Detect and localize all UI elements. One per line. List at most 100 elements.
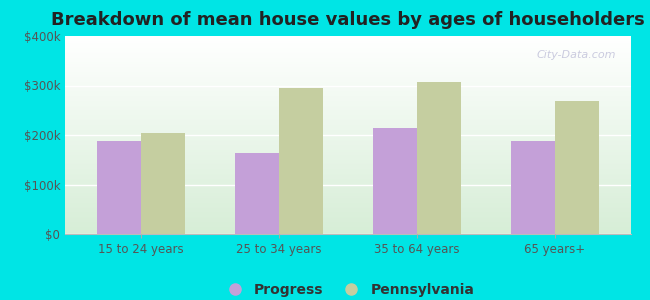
Bar <box>65 60 630 61</box>
Bar <box>65 209 630 210</box>
Bar <box>65 100 630 101</box>
Bar <box>65 96 630 98</box>
Bar <box>65 220 630 221</box>
Bar <box>65 90 630 92</box>
Bar <box>65 194 630 195</box>
Bar <box>65 196 630 197</box>
Bar <box>65 203 630 204</box>
Bar <box>65 170 630 171</box>
Bar <box>65 85 630 86</box>
Bar <box>65 67 630 68</box>
Bar <box>65 168 630 169</box>
Bar <box>65 92 630 93</box>
Bar <box>65 38 630 39</box>
Bar <box>65 171 630 172</box>
Bar <box>65 198 630 200</box>
Text: City-Data.com: City-Data.com <box>537 50 616 60</box>
Bar <box>65 216 630 217</box>
Bar <box>65 42 630 43</box>
Bar <box>65 80 630 82</box>
Bar <box>65 142 630 143</box>
Bar <box>65 82 630 83</box>
Bar <box>65 134 630 135</box>
Bar <box>65 95 630 96</box>
Bar <box>65 128 630 129</box>
Bar <box>65 83 630 85</box>
Bar <box>65 93 630 94</box>
Bar <box>65 217 630 218</box>
Bar <box>65 45 630 46</box>
Bar <box>65 151 630 152</box>
Bar <box>65 192 630 194</box>
Bar <box>65 117 630 118</box>
Bar <box>65 167 630 168</box>
Bar <box>65 211 630 212</box>
Bar <box>65 233 630 234</box>
Bar <box>65 232 630 233</box>
Bar <box>65 127 630 128</box>
Bar <box>65 104 630 105</box>
Bar <box>65 227 630 228</box>
Bar <box>65 179 630 181</box>
Bar <box>65 107 630 108</box>
Bar <box>65 206 630 207</box>
Bar <box>417 82 461 234</box>
Bar <box>65 56 630 57</box>
Bar <box>65 47 630 48</box>
Bar <box>65 135 630 136</box>
Bar <box>65 210 630 211</box>
Bar <box>65 66 630 67</box>
Bar <box>65 138 630 139</box>
Bar <box>65 69 630 70</box>
Bar <box>65 126 630 127</box>
Bar <box>65 230 630 231</box>
Bar <box>65 172 630 174</box>
Bar <box>65 153 630 154</box>
Bar <box>65 166 630 167</box>
Bar <box>65 144 630 145</box>
Bar <box>65 43 630 44</box>
Bar <box>65 224 630 225</box>
Bar <box>65 55 630 56</box>
Bar <box>65 214 630 215</box>
Bar <box>510 141 554 234</box>
Bar <box>65 54 630 55</box>
Bar <box>65 182 630 184</box>
Bar <box>65 136 630 137</box>
Bar <box>65 62 630 63</box>
Bar <box>65 158 630 159</box>
Bar <box>65 218 630 219</box>
Bar <box>65 114 630 115</box>
Bar <box>65 89 630 90</box>
Bar <box>65 149 630 150</box>
Bar <box>65 213 630 214</box>
Bar <box>65 121 630 122</box>
Legend: Progress, Pennsylvania: Progress, Pennsylvania <box>215 277 480 300</box>
Bar <box>65 99 630 100</box>
Bar <box>554 101 599 234</box>
Bar <box>65 205 630 206</box>
Bar <box>65 113 630 114</box>
Bar <box>65 139 630 140</box>
Bar <box>65 76 630 78</box>
Bar <box>65 115 630 116</box>
Bar <box>65 184 630 185</box>
Bar <box>65 212 630 213</box>
Bar <box>65 48 630 49</box>
Bar <box>65 162 630 163</box>
Bar <box>65 106 630 107</box>
Bar <box>65 86 630 88</box>
Bar <box>65 146 630 147</box>
Bar <box>65 201 630 202</box>
Bar <box>65 141 630 142</box>
Bar <box>65 73 630 74</box>
Bar <box>65 46 630 47</box>
Bar <box>65 181 630 182</box>
Bar <box>65 231 630 232</box>
Bar <box>65 188 630 190</box>
Bar <box>65 229 630 230</box>
Bar <box>65 200 630 201</box>
Bar <box>65 225 630 226</box>
Bar <box>65 140 630 141</box>
Bar <box>65 132 630 133</box>
